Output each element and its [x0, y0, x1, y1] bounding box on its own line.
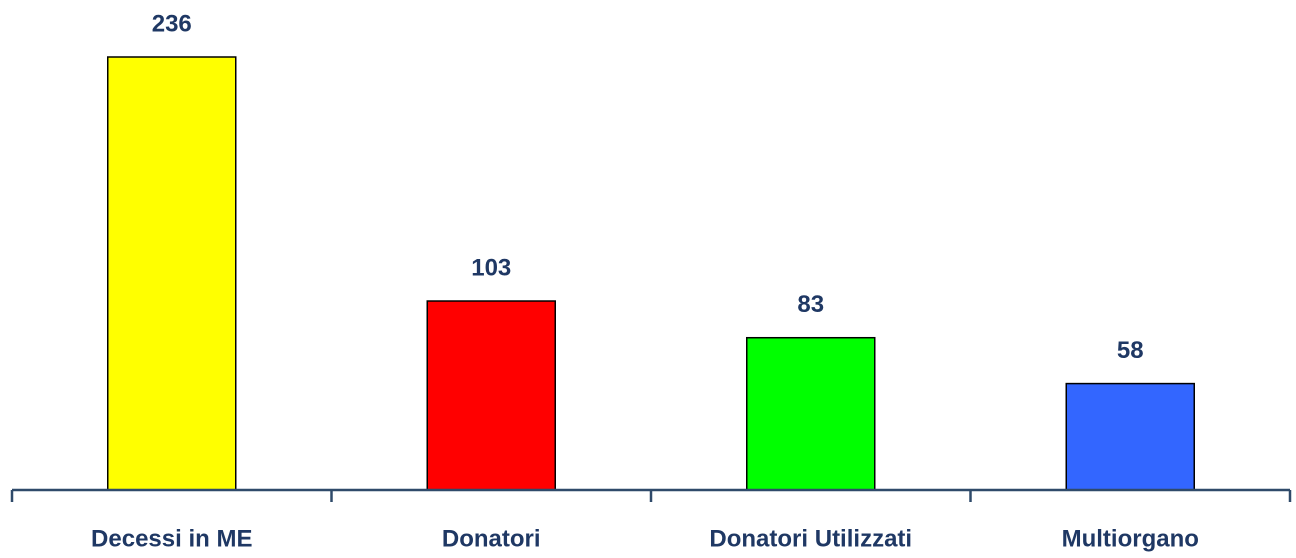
data-label: 83	[797, 291, 824, 318]
bar	[1065, 382, 1195, 491]
bar	[746, 336, 876, 491]
x-tick-label: Multiorgano	[1062, 525, 1199, 552]
bar	[426, 300, 556, 491]
data-label: 58	[1117, 337, 1144, 364]
data-label: 236	[152, 10, 192, 37]
x-tick-label: Donatori Utilizzati	[709, 525, 912, 552]
bar	[107, 56, 237, 491]
data-label: 103	[471, 254, 511, 281]
x-tick-label: Donatori	[442, 525, 541, 552]
x-tick-label: Decessi in ME	[91, 525, 252, 552]
